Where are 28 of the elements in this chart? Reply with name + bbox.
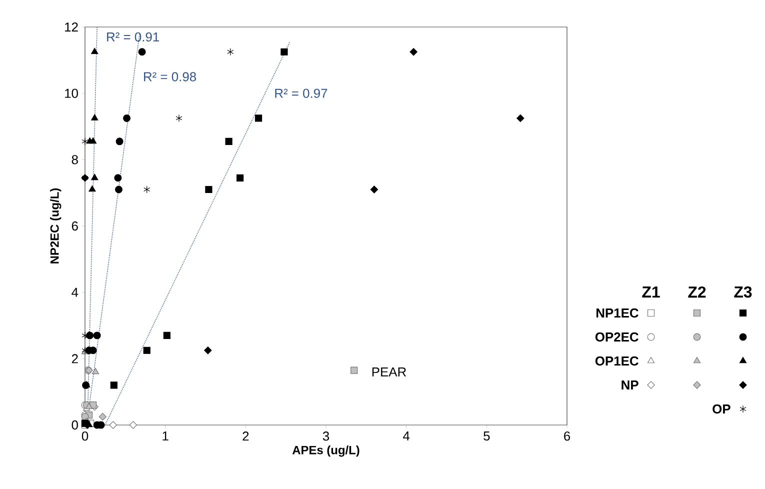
y-tick-label: 12 <box>65 22 78 32</box>
y-tick-label: 10 <box>65 88 78 98</box>
annotation: R² = 0.91 <box>107 32 160 42</box>
annotation: R² = 0.97 <box>275 88 328 98</box>
legend-label: OP <box>712 404 730 414</box>
y-tick-label: 2 <box>72 354 78 364</box>
x-tick-label: 5 <box>484 432 490 441</box>
x-tick-label: 2 <box>242 432 249 441</box>
y-tick-label: 8 <box>72 155 78 164</box>
x-tick-label: 4 <box>403 432 410 440</box>
legend-label: NP1EC <box>596 308 638 318</box>
annotation: PEAR <box>372 367 406 376</box>
legend-label: OP1EC <box>595 356 638 366</box>
text: Z3 <box>734 286 752 298</box>
y-tick-label: 0 <box>72 420 78 430</box>
x-tick-label: 0 <box>82 432 88 441</box>
legend-label: NP <box>622 380 638 390</box>
x-axis-title: APEs (ug/L) <box>292 446 360 457</box>
text: Z1 <box>642 286 660 298</box>
y-tick-label: 6 <box>72 221 78 231</box>
y-axis-title: NP2EC (ug/L) <box>50 188 62 264</box>
x-tick-label: 3 <box>322 432 330 441</box>
x-tick-label: 6 <box>564 432 570 441</box>
legend-label: OP2EC <box>595 332 638 342</box>
text: Z2 <box>688 286 706 298</box>
x-tick-label: 1 <box>162 432 168 440</box>
annotation: R² = 0.98 <box>144 72 196 82</box>
y-tick-label: 4 <box>72 288 78 297</box>
